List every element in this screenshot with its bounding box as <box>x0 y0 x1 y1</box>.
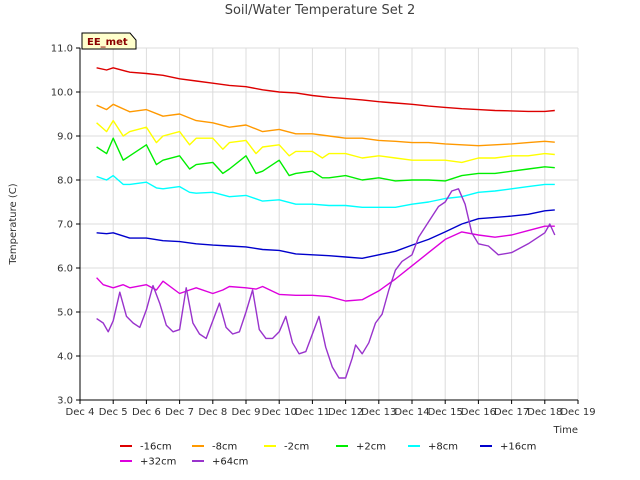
x-tick-label: Dec 13 <box>361 407 396 418</box>
legend-item: -16cm <box>120 442 172 453</box>
annotation-text: EE_met <box>87 37 128 48</box>
series-line-1 <box>96 67 555 113</box>
legend-label: +64cm <box>212 457 248 468</box>
x-tick-label: Dec 18 <box>527 407 562 418</box>
x-tick-label: Dec 10 <box>262 407 297 418</box>
x-tick-label: Dec 19 <box>560 407 595 418</box>
legend-item: -2cm <box>264 442 309 453</box>
legend-label: +16cm <box>500 442 536 453</box>
series-line-7 <box>96 225 555 302</box>
series-line-2 <box>96 103 555 147</box>
y-tick-label: 6.0 <box>57 264 73 275</box>
y-tick-label: 9.0 <box>57 132 73 143</box>
x-axis-label: Time <box>553 425 578 436</box>
y-axis-label: Temperature (C) <box>8 183 19 265</box>
y-tick-label: 4.0 <box>57 352 73 363</box>
series-line-5 <box>96 174 555 208</box>
chart-title: Soil/Water Temperature Set 2 <box>225 3 416 18</box>
series-group <box>96 67 556 379</box>
series-line-8 <box>96 188 556 379</box>
x-tick-label: Dec 9 <box>232 407 261 418</box>
legend-label: +8cm <box>428 442 458 453</box>
y-tick-label: 3.0 <box>57 396 73 407</box>
annotation-box <box>81 32 137 50</box>
x-tick-label: Dec 15 <box>428 407 463 418</box>
x-tick-label: Dec 5 <box>99 407 128 418</box>
legend-item: +32cm <box>120 457 176 468</box>
x-tick-label: Dec 16 <box>461 407 496 418</box>
x-tick-label: Dec 17 <box>494 407 529 418</box>
series-line-4 <box>96 137 555 182</box>
legend-label: +32cm <box>140 457 176 468</box>
legend-item: +8cm <box>408 442 458 453</box>
x-tick-label: Dec 7 <box>165 407 194 418</box>
legend-label: -2cm <box>284 442 309 453</box>
y-tick-label: 10.0 <box>51 88 73 99</box>
x-tick-label: Dec 14 <box>394 407 429 418</box>
x-tick-label: Dec 6 <box>132 407 161 418</box>
x-tick-label: Dec 8 <box>198 407 227 418</box>
legend-label: +2cm <box>356 442 386 453</box>
x-tick-label: Dec 12 <box>328 407 363 418</box>
legend-item: +16cm <box>480 442 536 453</box>
legend-item: -8cm <box>192 442 237 453</box>
legend-label: -16cm <box>140 442 172 453</box>
annotation-badge: EE_met <box>81 32 137 50</box>
series-line-3 <box>96 119 555 164</box>
y-tick-label: 5.0 <box>57 308 73 319</box>
series-line-6 <box>96 209 555 259</box>
y-tick-label: 7.0 <box>57 220 73 231</box>
legend: -16cm -8cm -2cm +2cm +8cm +16cm +32cm +64cm <box>120 442 536 468</box>
legend-item: +64cm <box>192 457 248 468</box>
tick-labels: 3.0 4.0 5.0 6.0 7.0 8.0 9.0 10.0 11.0 Dec 4 Dec 5 D… <box>51 44 596 419</box>
legend-label: -8cm <box>212 442 237 453</box>
y-tick-label: 8.0 <box>57 176 73 187</box>
x-tick-label: Dec 4 <box>66 407 95 418</box>
y-tick-label: 11.0 <box>51 44 73 55</box>
x-tick-label: Dec 11 <box>295 407 330 418</box>
legend-item: +2cm <box>336 442 386 453</box>
